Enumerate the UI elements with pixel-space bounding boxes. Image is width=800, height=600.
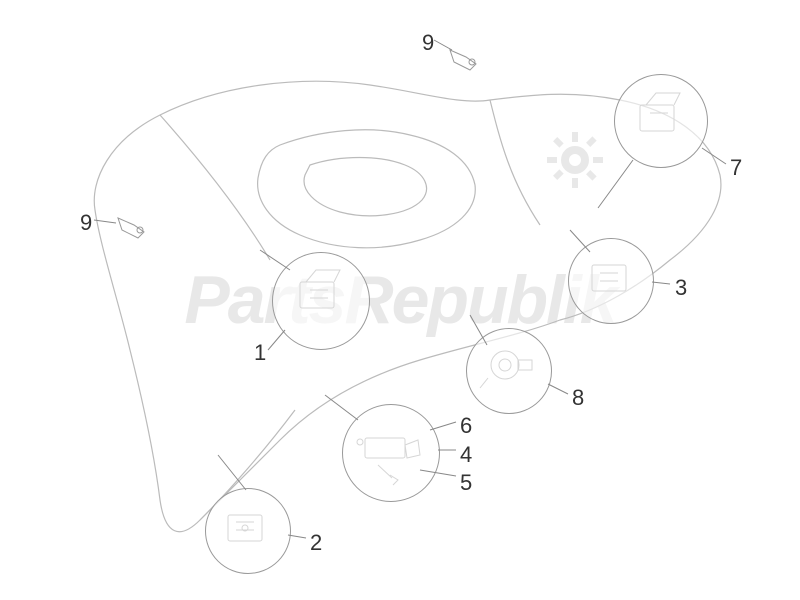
label-9a: 9 (80, 210, 92, 236)
label-6: 6 (460, 413, 472, 439)
label-7: 7 (730, 155, 742, 181)
label-5: 5 (460, 470, 472, 496)
label-2: 2 (310, 530, 322, 556)
label-1: 1 (254, 340, 266, 366)
label-4: 4 (460, 442, 472, 468)
label-3: 3 (675, 275, 687, 301)
label-9b: 9 (422, 30, 434, 56)
label-8: 8 (572, 385, 584, 411)
